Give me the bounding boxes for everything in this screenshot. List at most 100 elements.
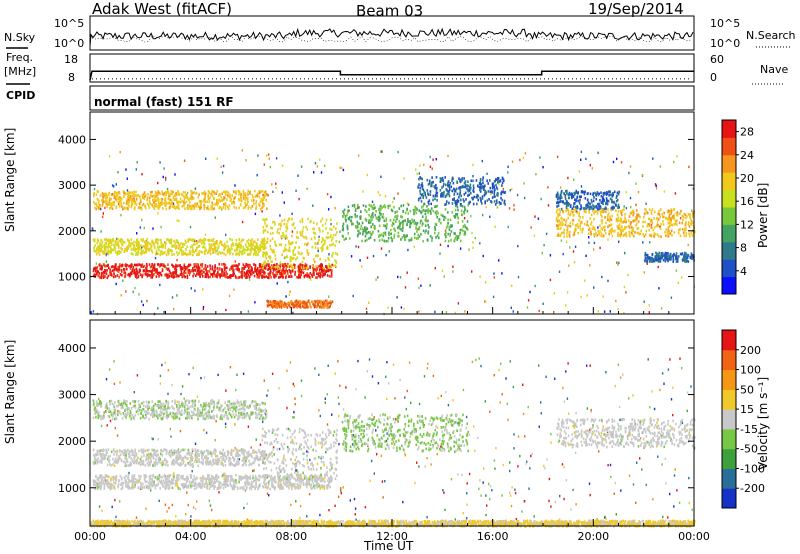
power-band-6-cell [458,195,460,199]
power-band-6-cell [468,193,470,197]
power-band-8-cell [608,190,610,194]
power-band-8-cell [587,205,589,208]
power-noise-cell [624,251,626,255]
power-band-6-cell [463,177,465,180]
power-band-1-cell [99,248,101,251]
power-band-1-cell [250,243,252,246]
power-band-7-cell [625,231,627,235]
power-band-1-cell [210,252,212,256]
power-band-6-cell [496,187,499,191]
power-band-2-cell [167,190,169,193]
power-band-7-cell [589,217,591,220]
power-band-5-cell [434,205,436,208]
power-band-1-cell [237,243,240,246]
power-noise-cell [375,278,377,281]
power-band-2-cell [253,202,255,206]
power-band-2-cell [200,200,202,203]
power-band-9-cell [657,254,659,258]
power-band-9-cell [645,253,648,257]
power-band-8-cell [584,197,587,200]
power-band-3-cell [325,227,327,230]
power-noise-cell [164,241,166,244]
power-band-7-cell [645,229,648,233]
power-band-1-cell [112,239,115,243]
power-band-1-cell [204,246,206,250]
power-band-3-cell [280,222,282,226]
power-band-3-cell [270,226,272,230]
power-band-2-cell [192,197,194,200]
power-band-6-cell [456,192,459,196]
power-band-2-cell [247,189,249,193]
power-band-2-cell [183,194,185,198]
power-band-5-cell [412,208,415,212]
power-band-7-cell [576,211,578,215]
power-noise-cell [474,236,476,240]
power-band-0-cell [253,271,255,274]
velocity-noise-cell [410,401,412,404]
power-band-3-cell [301,217,304,221]
power-noise-cell [556,155,559,158]
power-band-7-cell [669,210,672,213]
power-band-2-cell [160,203,162,206]
power-band-0-cell [168,275,171,278]
power-band-7-cell [621,213,623,217]
power-band-0-cell [131,272,133,276]
power-noise-cell [549,278,552,282]
power-band-2-cell [112,201,114,204]
power-band-1-cell [188,249,191,253]
power-noise-cell [617,308,619,311]
power-band-2-cell [105,202,108,206]
power-band-2-cell [182,191,185,194]
power-band-1-cell [156,238,158,241]
power-band-2-cell [260,207,262,211]
power-band-0-cell [109,273,112,276]
power-band-3-cell [332,264,335,267]
power-band-0-cell [254,267,256,271]
power-band-5-cell [402,220,404,223]
power-noise-cell [501,272,503,275]
power-band-6-cell [472,202,475,206]
power-band-0-cell [167,263,169,266]
power-band-7-cell [560,227,562,230]
power-colorbar-cell [722,276,736,295]
power-band-0-cell [92,269,95,273]
power-band-8-cell [612,205,614,209]
power-band-0-cell [172,264,174,268]
power-band-2-cell [220,199,222,202]
power-band-0-cell [285,264,287,268]
power-band-7-cell [579,228,582,231]
power-band-4-cell [315,304,318,308]
power-noise-cell [445,311,448,314]
power-noise-cell [547,204,550,207]
velocity-noise-cell [326,393,328,396]
power-noise-cell [262,193,264,197]
power-noise-cell [572,250,575,253]
power-band-2-cell [147,204,150,207]
power-noise-cell [291,212,293,215]
power-band-2-cell [154,199,156,203]
power-band-1-cell [180,242,182,245]
power-band-2-cell [143,191,146,194]
nsearch-line [91,35,693,43]
power-band-0-cell [180,266,182,270]
power-noise-cell [463,217,466,220]
power-band-5-cell [383,239,385,243]
power-band-5-cell [457,236,460,240]
power-band-0-cell [250,273,252,276]
power-noise-cell [562,252,564,256]
power-band-2-cell [128,193,130,196]
power-noise-cell [111,184,114,187]
power-band-2-cell [222,190,225,194]
power-band-5-cell [346,226,349,229]
power-band-2-cell [229,196,232,199]
power-band-6-cell [460,194,462,198]
power-band-7-cell [665,234,667,237]
power-band-3-cell [278,243,281,246]
power-band-9-cell [684,251,686,255]
power-band-8-cell [617,203,620,207]
power-ytick-label: 3000 [58,179,86,192]
power-band-1-cell [160,238,162,242]
power-band-9-cell [647,257,650,260]
power-band-8-cell [555,195,558,199]
power-band-7-cell [620,217,622,221]
